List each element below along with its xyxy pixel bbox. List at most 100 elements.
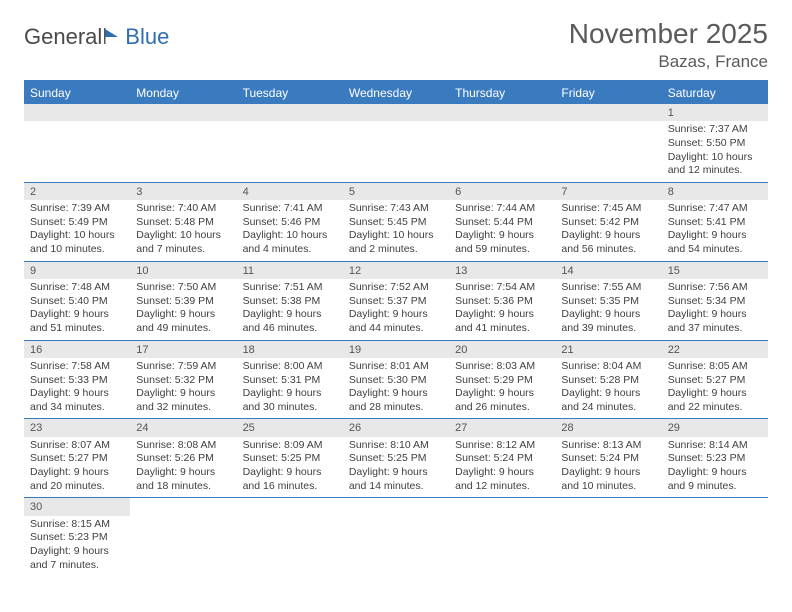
day-number (343, 498, 449, 515)
day-body: Sunrise: 8:15 AMSunset: 5:23 PMDaylight:… (24, 516, 130, 577)
day-body: Sunrise: 8:00 AMSunset: 5:31 PMDaylight:… (237, 358, 343, 419)
sunset-text: Sunset: 5:32 PM (136, 374, 230, 388)
day-cell: 4Sunrise: 7:41 AMSunset: 5:46 PMDaylight… (237, 183, 343, 261)
day-body (130, 516, 236, 522)
sunset-text: Sunset: 5:50 PM (668, 137, 762, 151)
sunset-text: Sunset: 5:23 PM (30, 531, 124, 545)
day-number: 19 (343, 341, 449, 358)
day-cell (449, 104, 555, 182)
sunset-text: Sunset: 5:38 PM (243, 295, 337, 309)
day-number (24, 104, 130, 121)
weekday-header: Sunday (24, 82, 130, 104)
day-cell (130, 104, 236, 182)
daylight-text: Daylight: 9 hours and 26 minutes. (455, 387, 549, 414)
sunset-text: Sunset: 5:49 PM (30, 216, 124, 230)
sunrise-text: Sunrise: 7:56 AM (668, 281, 762, 295)
day-cell: 8Sunrise: 7:47 AMSunset: 5:41 PMDaylight… (662, 183, 768, 261)
day-number (343, 104, 449, 121)
day-number: 6 (449, 183, 555, 200)
day-body: Sunrise: 7:45 AMSunset: 5:42 PMDaylight:… (555, 200, 661, 261)
day-number: 29 (662, 419, 768, 436)
day-body: Sunrise: 8:05 AMSunset: 5:27 PMDaylight:… (662, 358, 768, 419)
day-cell: 1Sunrise: 7:37 AMSunset: 5:50 PMDaylight… (662, 104, 768, 182)
daylight-text: Daylight: 9 hours and 7 minutes. (30, 545, 124, 572)
day-cell: 20Sunrise: 8:03 AMSunset: 5:29 PMDayligh… (449, 341, 555, 419)
day-body: Sunrise: 7:37 AMSunset: 5:50 PMDaylight:… (662, 121, 768, 182)
sunset-text: Sunset: 5:24 PM (561, 452, 655, 466)
day-body (449, 516, 555, 522)
sunset-text: Sunset: 5:36 PM (455, 295, 549, 309)
sunrise-text: Sunrise: 7:37 AM (668, 123, 762, 137)
daylight-text: Daylight: 10 hours and 7 minutes. (136, 229, 230, 256)
sunrise-text: Sunrise: 8:07 AM (30, 439, 124, 453)
week-row: 1Sunrise: 7:37 AMSunset: 5:50 PMDaylight… (24, 104, 768, 183)
sunset-text: Sunset: 5:41 PM (668, 216, 762, 230)
sunrise-text: Sunrise: 8:14 AM (668, 439, 762, 453)
day-cell: 25Sunrise: 8:09 AMSunset: 5:25 PMDayligh… (237, 419, 343, 497)
sunrise-text: Sunrise: 7:51 AM (243, 281, 337, 295)
sunrise-text: Sunrise: 7:50 AM (136, 281, 230, 295)
title-block: November 2025 Bazas, France (569, 18, 768, 72)
day-cell: 10Sunrise: 7:50 AMSunset: 5:39 PMDayligh… (130, 262, 236, 340)
sunrise-text: Sunrise: 7:58 AM (30, 360, 124, 374)
sunset-text: Sunset: 5:30 PM (349, 374, 443, 388)
day-number: 11 (237, 262, 343, 279)
daylight-text: Daylight: 9 hours and 16 minutes. (243, 466, 337, 493)
day-number: 5 (343, 183, 449, 200)
day-body: Sunrise: 8:07 AMSunset: 5:27 PMDaylight:… (24, 437, 130, 498)
daylight-text: Daylight: 9 hours and 46 minutes. (243, 308, 337, 335)
day-body: Sunrise: 7:52 AMSunset: 5:37 PMDaylight:… (343, 279, 449, 340)
sunset-text: Sunset: 5:26 PM (136, 452, 230, 466)
day-number: 23 (24, 419, 130, 436)
weekday-header-row: SundayMondayTuesdayWednesdayThursdayFrid… (24, 82, 768, 104)
day-number: 16 (24, 341, 130, 358)
daylight-text: Daylight: 9 hours and 24 minutes. (561, 387, 655, 414)
day-number: 30 (24, 498, 130, 515)
sunrise-text: Sunrise: 7:44 AM (455, 202, 549, 216)
day-number: 27 (449, 419, 555, 436)
day-body: Sunrise: 7:59 AMSunset: 5:32 PMDaylight:… (130, 358, 236, 419)
sunrise-text: Sunrise: 8:09 AM (243, 439, 337, 453)
daylight-text: Daylight: 9 hours and 28 minutes. (349, 387, 443, 414)
day-cell: 24Sunrise: 8:08 AMSunset: 5:26 PMDayligh… (130, 419, 236, 497)
day-cell: 28Sunrise: 8:13 AMSunset: 5:24 PMDayligh… (555, 419, 661, 497)
day-body: Sunrise: 7:44 AMSunset: 5:44 PMDaylight:… (449, 200, 555, 261)
location-label: Bazas, France (569, 52, 768, 72)
daylight-text: Daylight: 9 hours and 59 minutes. (455, 229, 549, 256)
day-body (237, 121, 343, 127)
day-number: 12 (343, 262, 449, 279)
day-number: 9 (24, 262, 130, 279)
day-cell: 6Sunrise: 7:44 AMSunset: 5:44 PMDaylight… (449, 183, 555, 261)
day-number: 8 (662, 183, 768, 200)
day-cell: 5Sunrise: 7:43 AMSunset: 5:45 PMDaylight… (343, 183, 449, 261)
weeks-container: 1Sunrise: 7:37 AMSunset: 5:50 PMDaylight… (24, 104, 768, 576)
day-body: Sunrise: 7:40 AMSunset: 5:48 PMDaylight:… (130, 200, 236, 261)
day-cell: 27Sunrise: 8:12 AMSunset: 5:24 PMDayligh… (449, 419, 555, 497)
weekday-header: Friday (555, 82, 661, 104)
day-body: Sunrise: 8:08 AMSunset: 5:26 PMDaylight:… (130, 437, 236, 498)
day-cell (24, 104, 130, 182)
day-number: 10 (130, 262, 236, 279)
day-body (662, 516, 768, 522)
daylight-text: Daylight: 9 hours and 10 minutes. (561, 466, 655, 493)
day-cell: 21Sunrise: 8:04 AMSunset: 5:28 PMDayligh… (555, 341, 661, 419)
week-row: 2Sunrise: 7:39 AMSunset: 5:49 PMDaylight… (24, 183, 768, 262)
daylight-text: Daylight: 9 hours and 20 minutes. (30, 466, 124, 493)
daylight-text: Daylight: 9 hours and 44 minutes. (349, 308, 443, 335)
day-cell (449, 498, 555, 576)
day-cell: 11 Sunrise: 7:51 AMSunset: 5:38 PMDayligh… (237, 262, 343, 340)
day-cell (343, 104, 449, 182)
daylight-text: Daylight: 9 hours and 39 minutes. (561, 308, 655, 335)
day-body: Sunrise: 8:09 AMSunset: 5:25 PMDaylight:… (237, 437, 343, 498)
sunrise-text: Sunrise: 7:48 AM (30, 281, 124, 295)
sunrise-text: Sunrise: 7:41 AM (243, 202, 337, 216)
day-body (555, 121, 661, 127)
day-number: 17 (130, 341, 236, 358)
day-number (449, 104, 555, 121)
day-number: 28 (555, 419, 661, 436)
day-body: Sunrise: 8:13 AMSunset: 5:24 PMDaylight:… (555, 437, 661, 498)
weekday-header: Wednesday (343, 82, 449, 104)
daylight-text: Daylight: 9 hours and 30 minutes. (243, 387, 337, 414)
day-body: Sunrise: 7:58 AMSunset: 5:33 PMDaylight:… (24, 358, 130, 419)
day-cell: 13Sunrise: 7:54 AMSunset: 5:36 PMDayligh… (449, 262, 555, 340)
